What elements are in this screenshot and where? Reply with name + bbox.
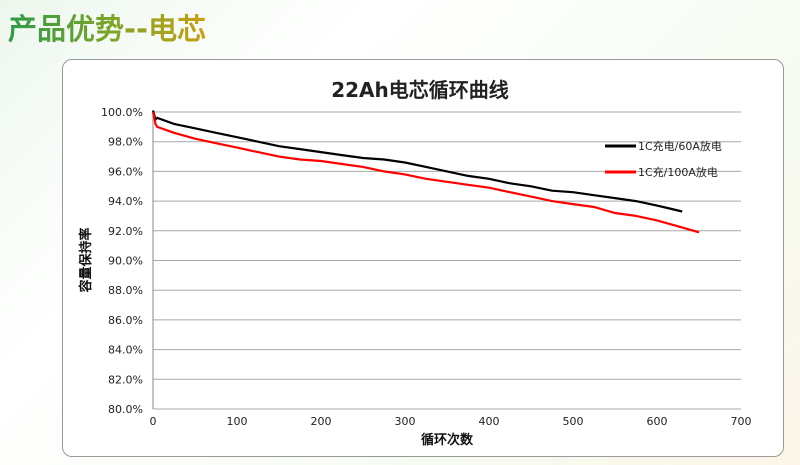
slide-title: 产品优势--电芯 xyxy=(8,6,206,48)
y-tick-label: 88.0% xyxy=(108,284,143,297)
y-tick-label: 94.0% xyxy=(108,195,143,208)
x-tick-label: 600 xyxy=(647,415,668,428)
y-tick-label: 86.0% xyxy=(108,314,143,327)
legend-label: 1C充/100A放电 xyxy=(638,165,718,179)
x-tick-label: 700 xyxy=(731,415,752,428)
series-line xyxy=(151,111,700,234)
y-tick-label: 84.0% xyxy=(108,344,143,357)
y-tick-label: 82.0% xyxy=(108,373,143,386)
x-tick-label: 400 xyxy=(479,415,500,428)
chart-title: 22Ah电芯循环曲线 xyxy=(331,78,509,102)
y-tick-label: 98.0% xyxy=(108,136,143,149)
x-tick-label: 0 xyxy=(150,415,157,428)
y-tick-label: 80.0% xyxy=(108,403,143,416)
y-tick-label: 90.0% xyxy=(108,255,143,268)
x-tick-label: 200 xyxy=(311,415,332,428)
y-axis-label: 容量保持率 xyxy=(78,227,94,293)
y-tick-label: 96.0% xyxy=(108,165,143,178)
y-tick-label: 100.0% xyxy=(101,106,143,119)
y-tick-label: 92.0% xyxy=(108,225,143,238)
x-tick-label: 100 xyxy=(227,415,248,428)
x-tick-label: 300 xyxy=(395,415,416,428)
x-tick-label: 500 xyxy=(563,415,584,428)
legend-label: 1C充电/60A放电 xyxy=(638,139,722,153)
x-axis-label: 循环次数 xyxy=(421,432,474,448)
series-line xyxy=(151,110,683,213)
